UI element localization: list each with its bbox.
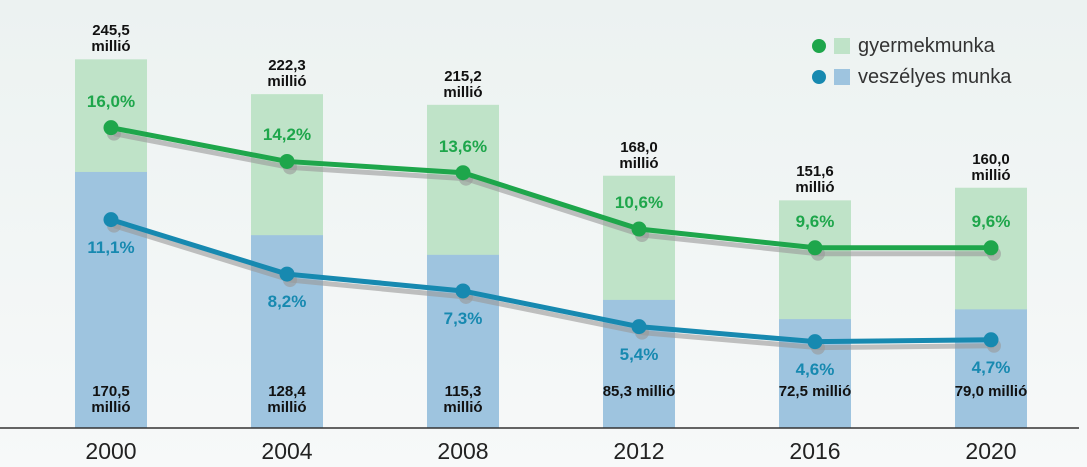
marker xyxy=(103,212,119,228)
marker xyxy=(455,283,471,299)
legend-item: veszélyes munka xyxy=(812,65,1011,89)
line-shadow xyxy=(113,223,995,351)
share-label: 16,0% xyxy=(86,91,136,111)
value-label: 115,3 millió xyxy=(443,383,483,416)
legend-label: veszélyes munka xyxy=(858,65,1012,88)
share-label: 10,6% xyxy=(614,193,664,213)
share-label: 4,6% xyxy=(795,359,835,379)
bar xyxy=(955,309,1027,428)
value-label: 85,3 millió xyxy=(602,383,676,400)
x-tick-label: 2016 xyxy=(789,438,841,464)
share-label: 14,2% xyxy=(262,125,312,145)
share-label: 11,1% xyxy=(87,237,135,257)
share-label: 8,2% xyxy=(267,292,307,312)
marker xyxy=(631,221,647,237)
legend-dot xyxy=(812,70,826,84)
marker xyxy=(807,334,823,350)
value-label: 222,3 millió xyxy=(267,57,307,91)
share-label: 5,4% xyxy=(619,344,659,364)
line xyxy=(110,125,991,251)
marker xyxy=(983,240,999,256)
value-label: 151,6 millió xyxy=(795,163,835,197)
value-label: 168,0 millió xyxy=(619,138,659,172)
x-tick-label: 2020 xyxy=(965,438,1017,464)
legend-swatch xyxy=(834,38,850,54)
x-tick-label: 2000 xyxy=(85,438,137,464)
legend-dot xyxy=(812,39,826,53)
marker xyxy=(807,240,823,256)
share-label: 7,3% xyxy=(443,308,483,328)
line xyxy=(110,217,992,345)
marker xyxy=(631,319,647,335)
x-tick-label: 2008 xyxy=(437,438,489,464)
marker xyxy=(279,266,295,282)
share-label: 13,6% xyxy=(438,136,488,156)
value-label: 160,0 millió xyxy=(971,150,1011,184)
value-label: 79,0 millió xyxy=(954,383,1028,400)
legend-label: gyermekmunka xyxy=(858,34,995,57)
marker xyxy=(455,165,471,181)
value-label: 128,4 millió xyxy=(267,383,307,416)
value-label: 245,5 millió xyxy=(91,22,131,56)
marker xyxy=(103,120,119,136)
x-tick-label: 2004 xyxy=(261,438,313,464)
value-label: 72,5 millió xyxy=(778,383,852,400)
value-label: 215,2 millió xyxy=(443,67,483,101)
value-label: 170,5 millió xyxy=(91,383,131,416)
marker xyxy=(279,153,295,169)
share-label: 9,6% xyxy=(795,211,835,231)
line-shadow xyxy=(113,131,994,257)
legend-item: gyermekmunka xyxy=(812,34,995,58)
marker xyxy=(983,332,999,348)
share-label: 9,6% xyxy=(971,211,1011,231)
x-tick-label: 2012 xyxy=(613,438,665,464)
legend-swatch xyxy=(834,69,850,85)
share-label: 4,7% xyxy=(971,357,1011,377)
